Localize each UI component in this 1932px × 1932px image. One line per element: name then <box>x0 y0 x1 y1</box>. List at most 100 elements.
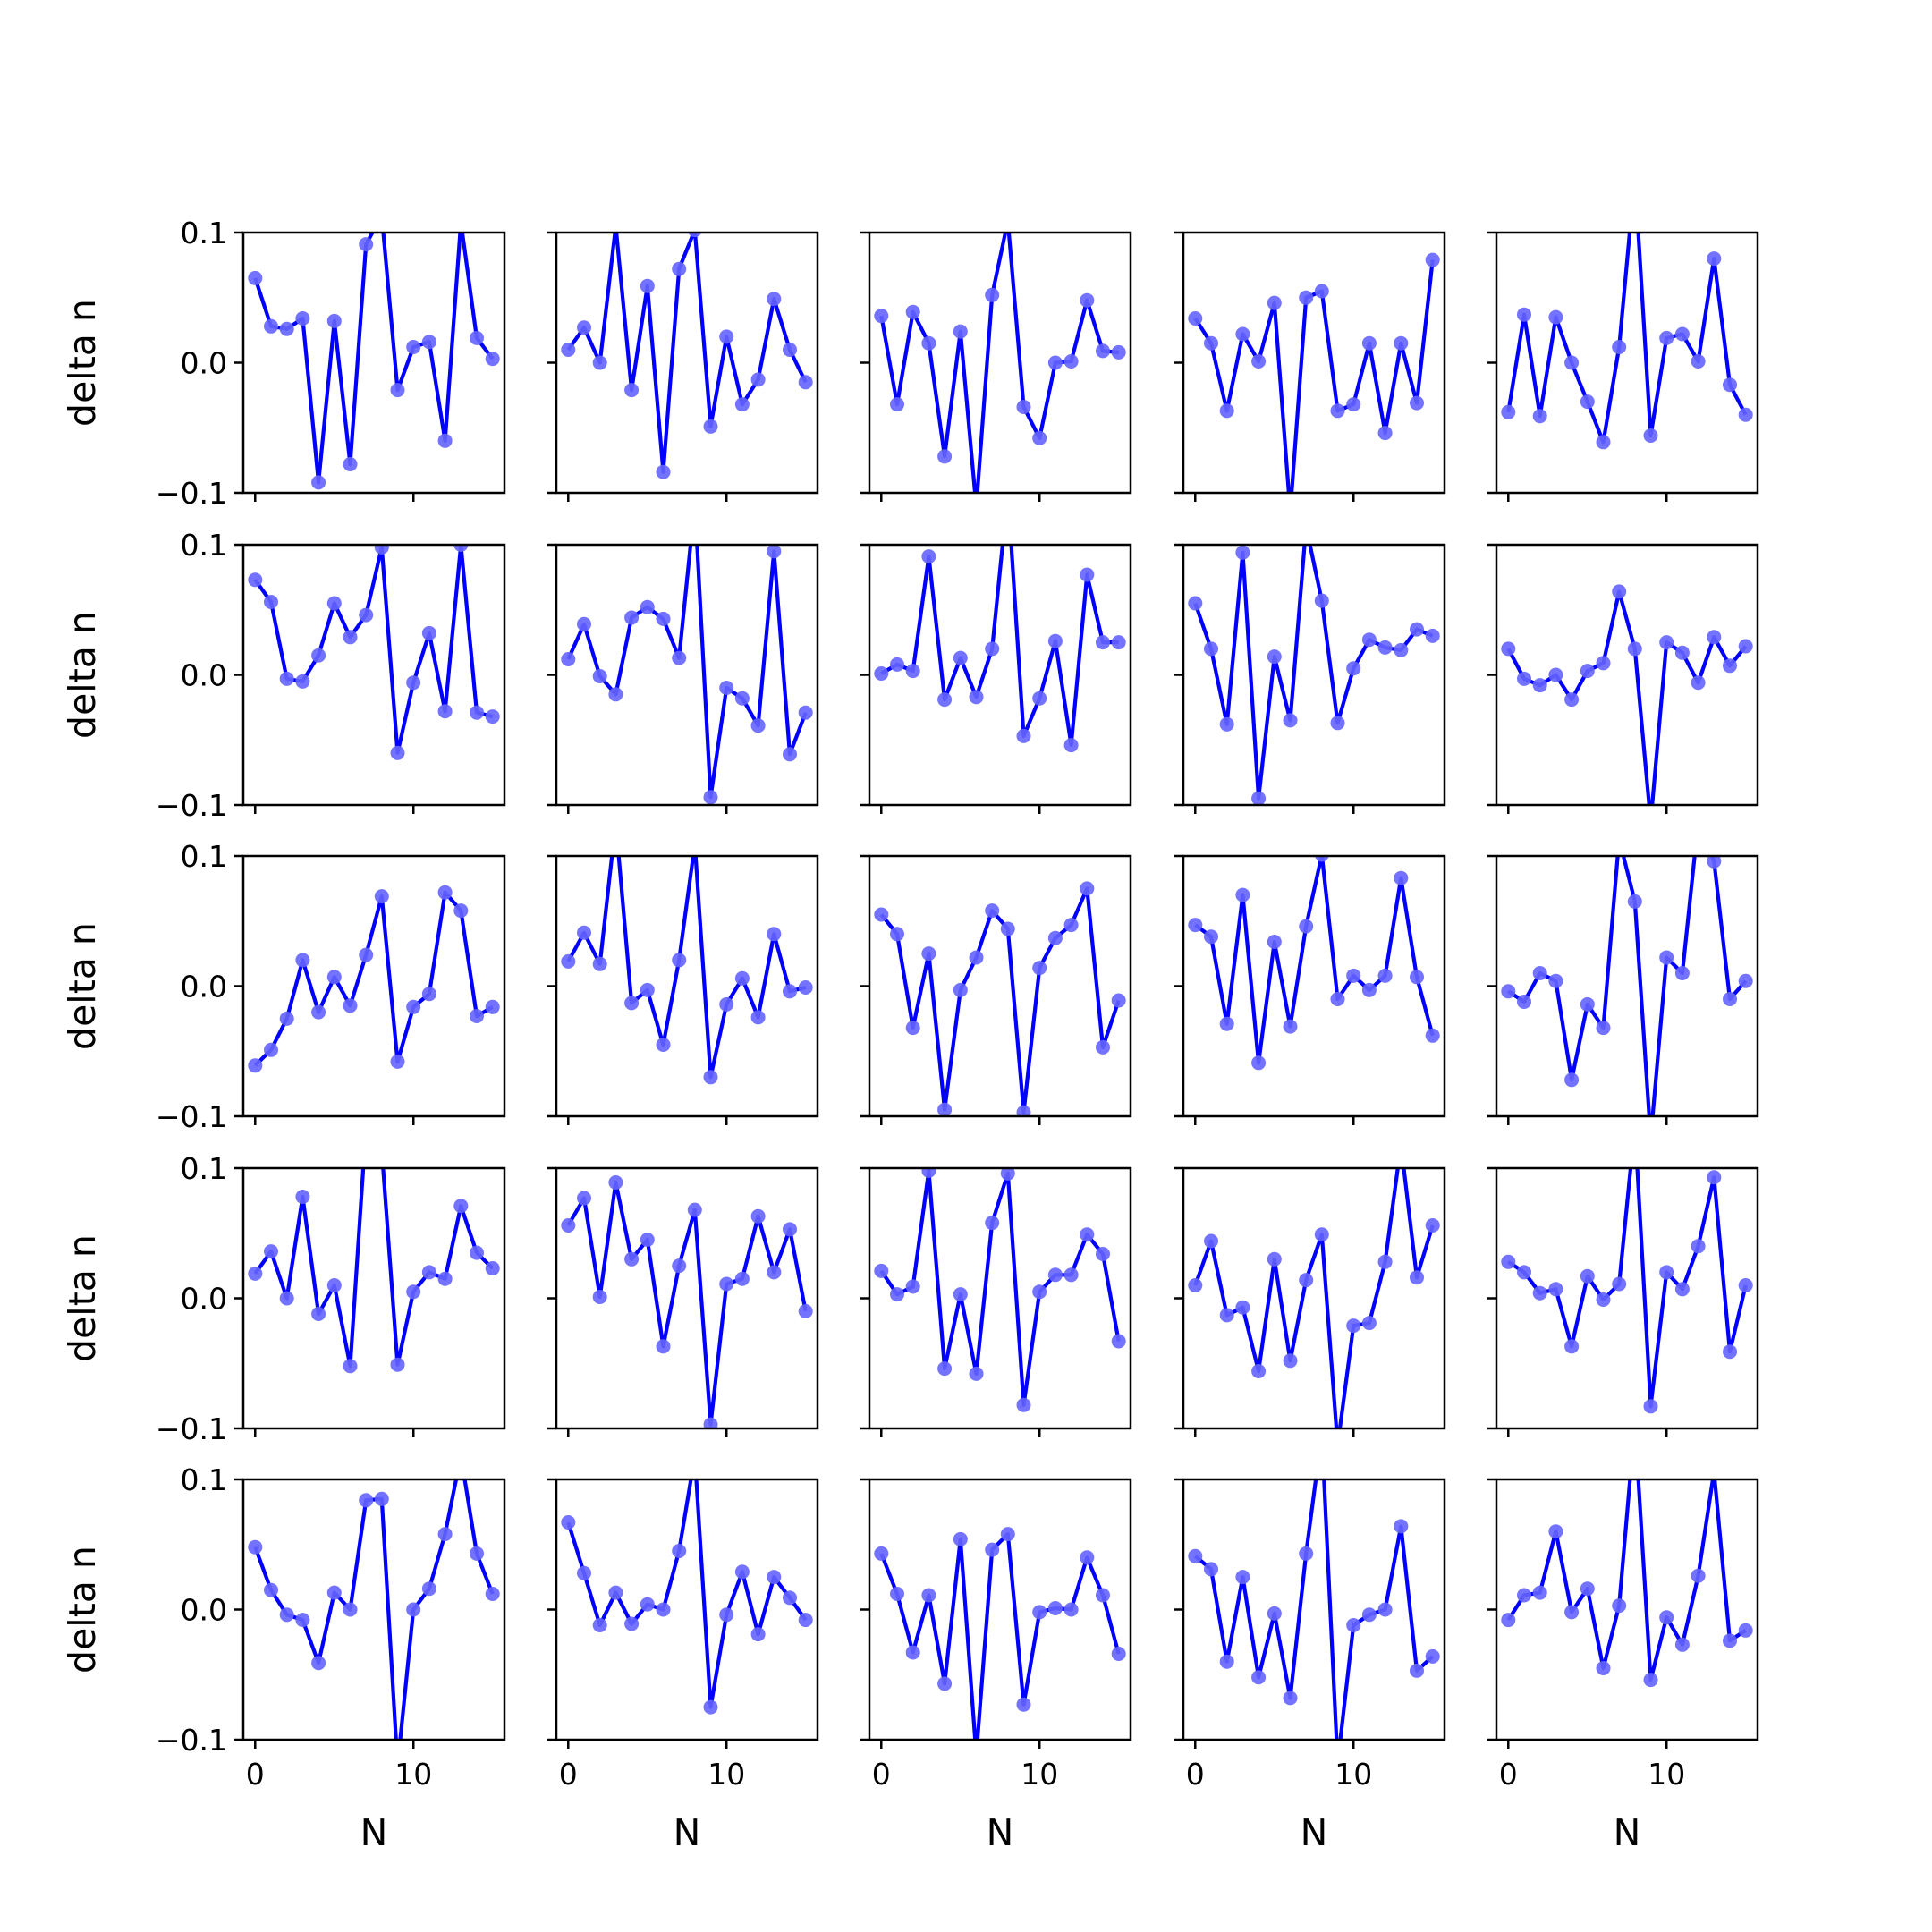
data-point <box>437 1271 453 1286</box>
data-point <box>905 304 920 319</box>
data-point <box>1580 996 1595 1012</box>
data-point <box>608 815 623 829</box>
data-point <box>1707 1464 1721 1479</box>
data-point <box>1425 1028 1440 1043</box>
data-point <box>577 1191 591 1206</box>
data-point <box>592 1618 607 1632</box>
data-point <box>326 1585 342 1600</box>
data-point <box>375 1143 389 1157</box>
y-tick-label: −0.1 <box>156 1099 227 1134</box>
data-point <box>1204 929 1218 945</box>
data-point <box>1410 622 1424 637</box>
data-point <box>279 671 294 686</box>
data-point <box>1361 1316 1377 1331</box>
subplot-5-1: −0.1 0.0 0.1 0 10 delta n N <box>61 1462 506 1854</box>
data-point <box>279 1607 294 1623</box>
data-point <box>1643 428 1658 443</box>
data-point <box>311 648 326 663</box>
data-point <box>485 1261 500 1275</box>
data-point <box>1394 335 1409 351</box>
data-point <box>1346 1318 1361 1334</box>
x-tick-label: 10 <box>394 1757 432 1792</box>
series-line <box>1193 1479 1435 1740</box>
data-point <box>672 1544 687 1558</box>
data-point <box>1659 635 1674 650</box>
data-point <box>453 545 469 552</box>
y-tick-label: 0.1 <box>181 839 227 874</box>
data-point <box>874 1546 889 1561</box>
data-point <box>672 1258 687 1274</box>
data-point <box>1596 1292 1611 1307</box>
data-point <box>577 320 591 335</box>
data-point <box>577 616 591 631</box>
series-line <box>1193 1168 1435 1428</box>
data-point <box>1251 354 1267 369</box>
data-point <box>783 343 797 357</box>
data-point <box>421 1581 436 1597</box>
data-point <box>734 1564 750 1580</box>
data-point <box>1267 1606 1282 1621</box>
series-line <box>1506 1479 1747 1682</box>
data-point <box>1080 1227 1095 1242</box>
data-point <box>326 1278 342 1292</box>
data-point <box>1284 505 1298 520</box>
data-point <box>1111 1334 1126 1349</box>
data-point <box>1580 394 1595 410</box>
data-point <box>1346 661 1361 676</box>
data-point <box>264 318 278 334</box>
data-point <box>1659 950 1674 965</box>
data-point <box>1517 995 1531 1009</box>
data-point <box>1501 1254 1516 1269</box>
data-point <box>750 372 766 387</box>
data-point <box>374 545 389 555</box>
data-point <box>1410 970 1424 985</box>
data-point <box>688 1449 702 1463</box>
data-point <box>1564 692 1580 708</box>
data-point <box>672 953 687 968</box>
data-point <box>437 704 453 719</box>
data-point <box>1564 1072 1580 1088</box>
data-point <box>1235 1570 1250 1585</box>
y-tick-label: 0.1 <box>181 1151 227 1186</box>
data-point <box>1580 1581 1595 1597</box>
data-point <box>279 1011 294 1026</box>
data-point <box>672 650 687 665</box>
data-point <box>640 599 655 614</box>
data-point <box>326 596 342 611</box>
data-point <box>921 549 936 564</box>
data-point <box>1016 728 1031 743</box>
data-point <box>311 475 326 490</box>
x-tick-label: 10 <box>1335 1757 1372 1792</box>
data-point <box>1219 403 1234 419</box>
data-point <box>890 1587 904 1601</box>
data-point <box>1612 340 1627 354</box>
data-point <box>953 324 968 339</box>
data-point <box>437 433 453 448</box>
data-point <box>390 745 405 760</box>
data-point <box>1330 992 1345 1006</box>
data-point <box>1659 330 1674 345</box>
y-tick-label: −0.1 <box>156 476 227 511</box>
data-point <box>1738 1623 1753 1638</box>
data-point <box>1659 1610 1674 1625</box>
x-axis-label: N <box>360 1811 388 1854</box>
data-point <box>1063 1267 1079 1283</box>
axes-frame <box>1182 1478 1446 1741</box>
subplot-3-4 <box>1174 854 1446 1125</box>
data-point <box>406 999 421 1014</box>
data-point <box>1707 856 1722 869</box>
data-point <box>1596 1661 1611 1675</box>
data-point <box>890 397 904 412</box>
subplot-1-4 <box>1174 231 1446 520</box>
data-point <box>279 1291 294 1306</box>
data-point <box>1032 1284 1047 1300</box>
data-point <box>1690 675 1706 691</box>
data-point <box>1361 632 1377 648</box>
data-point <box>703 419 718 434</box>
data-point <box>437 885 453 900</box>
data-point <box>1501 641 1516 657</box>
data-point <box>1111 344 1126 360</box>
data-point <box>1235 1300 1250 1315</box>
data-point <box>767 292 782 307</box>
data-point <box>1707 630 1722 645</box>
